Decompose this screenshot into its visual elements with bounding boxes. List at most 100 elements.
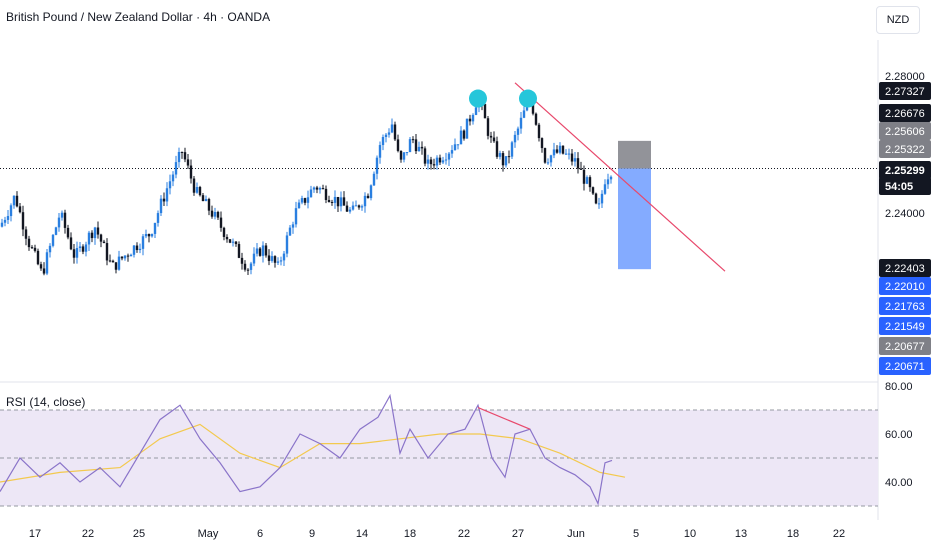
candle-body [510,142,514,157]
time-axis-label: May [198,528,219,540]
candle-body [447,153,451,160]
candle-body [240,257,244,264]
candle-body [354,205,358,207]
candle-body [609,176,613,180]
candle-body [537,124,541,139]
rsi-tick-label: 40.00 [885,477,913,489]
candle-body [330,201,334,203]
candle-body [42,268,46,274]
time-axis-label: 9 [309,528,315,540]
time-axis-label: 6 [257,528,263,540]
price-tick-label: 2.24000 [885,208,925,220]
trendline [514,82,726,272]
candle-body [24,229,28,239]
candle-body [234,241,238,245]
candle-body [0,222,4,227]
candle-body [261,245,265,256]
candle-body [9,205,13,217]
time-axis-label: 27 [512,528,524,540]
candle-body [294,208,298,225]
candle-body [600,193,604,204]
candle-body [69,237,73,250]
candle-body [597,203,601,205]
candle-body [141,236,145,249]
rsi-band [0,410,878,506]
candle-body [516,128,520,135]
price-axis-label-box [879,140,931,158]
candle-body [258,248,262,256]
peak-marker [469,89,487,108]
rsi-tick-label: 60.00 [885,429,913,441]
candle-body [216,211,220,218]
candle-body [489,135,493,138]
candle-body [483,104,487,119]
candle-body [264,245,268,256]
candle-body [342,197,346,206]
candle-body [114,262,118,270]
price-axis-label: 2.25322 [885,144,925,156]
candle-body [507,156,511,158]
candle-body [552,149,556,156]
candle-body [78,246,82,249]
candle-body [66,227,70,238]
price-axis-label-box [879,357,931,375]
candle-body [195,187,199,193]
candle-body [495,141,499,157]
candle-body [57,217,61,228]
candle-body [210,210,214,217]
price-axis-label-box [879,104,931,122]
time-axis-label: 18 [404,528,416,540]
price-axis-label-box [879,161,931,179]
time-axis-label: 17 [29,528,41,540]
candle-body [522,110,526,118]
candle-body [573,158,577,162]
candle-body [123,255,127,259]
candle-body [93,227,97,239]
candle-body [309,189,313,198]
rsi-label: RSI (14, close) [6,395,86,409]
stop-loss-zone [618,140,651,169]
candle-body [540,138,544,149]
candle-body [585,177,589,184]
candle-body [582,169,586,184]
price-axis-label: 2.25299 [885,165,925,177]
candle-body [378,145,382,158]
candle-body [3,219,7,223]
candle-body [96,227,100,235]
price-axis-label-box [879,297,931,315]
currency-button[interactable]: NZD [876,6,920,34]
candle-body [21,212,25,230]
candle-body [564,153,568,155]
candle-body [417,146,421,152]
candle-body [225,236,229,240]
candle-body [177,151,181,163]
candle-body [450,150,454,154]
candle-body [255,248,259,254]
candle-body [429,159,433,165]
candle-body [270,256,274,261]
candle-body [390,124,394,133]
candle-body [231,241,235,243]
price-axis-label: 2.20677 [885,341,925,353]
candle-body [30,247,34,249]
candle-body [579,168,583,170]
candle-body [324,188,328,200]
candle-body [228,239,232,243]
time-axis-label: 18 [787,528,799,540]
candle-body [462,130,466,139]
candle-body [138,248,142,251]
candle-body [111,260,115,263]
candle-body [36,250,40,265]
candle-body [519,117,523,129]
candle-body [336,196,340,207]
candle-body [498,153,502,157]
candle-body [276,261,280,263]
candle-body [423,148,427,164]
candle-body [39,264,43,269]
price-axis-label: 2.27327 [885,86,925,98]
price-axis-label: 2.25606 [885,126,925,138]
candle-body [279,260,283,262]
rsi-divergence-line [477,407,531,430]
candle-body [303,198,307,203]
